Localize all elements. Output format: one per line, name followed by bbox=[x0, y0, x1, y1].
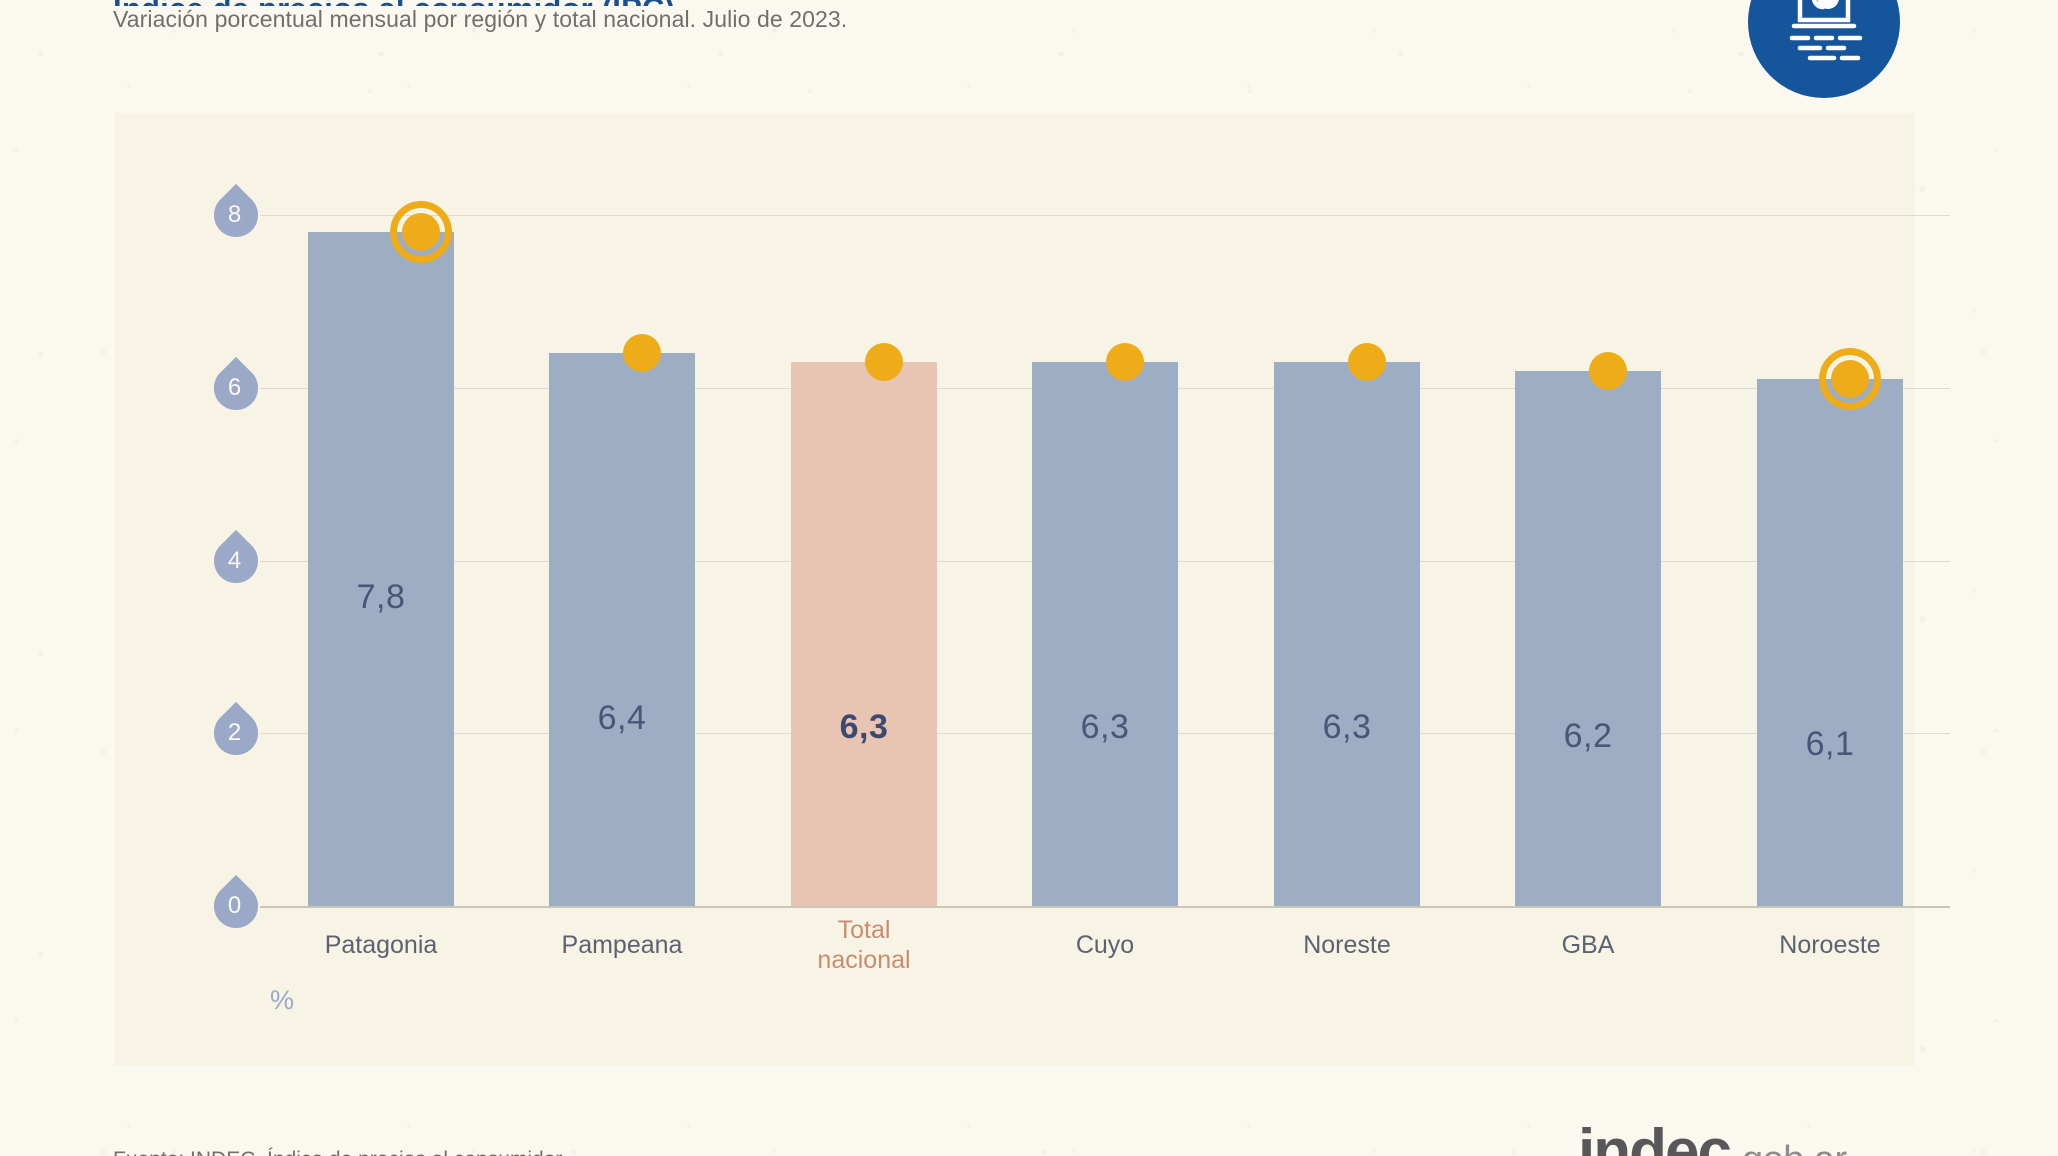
y-tick-badge-circle bbox=[214, 365, 258, 410]
source-note: Fuente: INDEC, Índice de precios al cons… bbox=[113, 1148, 567, 1156]
y-tick-0: 0 bbox=[204, 874, 268, 938]
marker-ring-patagonia bbox=[390, 201, 452, 264]
gridline-8 bbox=[260, 215, 1950, 216]
gobar-wordmark-text: gob.ar bbox=[1742, 1139, 1847, 1156]
marker-patagonia[interactable] bbox=[402, 213, 440, 252]
indec-wordmark: indec gob.ar bbox=[1578, 1116, 1847, 1156]
y-tick-2: 2 bbox=[204, 702, 268, 765]
bar-value-label: 6,4 bbox=[597, 699, 647, 738]
indec-wordmark-text: indec bbox=[1578, 1117, 1732, 1156]
x-label-line-2: nacional bbox=[817, 946, 911, 974]
marker-noroeste[interactable] bbox=[1831, 360, 1869, 399]
axis-baseline bbox=[260, 906, 1950, 908]
marker-ring-noroeste bbox=[1819, 348, 1881, 411]
bar-gba[interactable]: 6,2 bbox=[1515, 370, 1661, 906]
bar-total-nacional[interactable]: 6,3 bbox=[791, 361, 937, 906]
y-tick-badge-circle bbox=[214, 711, 258, 756]
y-tick-4: 4 bbox=[204, 529, 268, 592]
bar-value-label: 6,2 bbox=[1563, 716, 1613, 755]
x-label-cuyo: Cuyo bbox=[1075, 931, 1135, 959]
plot-area: 8 6 4 2 0 7,8 6,4 6,3 bbox=[204, 183, 1950, 974]
y-tick-label: 2 bbox=[227, 719, 242, 747]
bar-value-label: 6,3 bbox=[1080, 707, 1130, 746]
y-tick-badge-circle bbox=[214, 884, 258, 928]
marker-cuyo[interactable] bbox=[1106, 342, 1144, 381]
y-tick-label: 8 bbox=[227, 201, 242, 228]
y-tick-8: 8 bbox=[204, 183, 268, 247]
marker-gba[interactable] bbox=[1589, 351, 1627, 390]
y-tick-badge-circle bbox=[214, 538, 258, 583]
y-tick-6: 6 bbox=[204, 356, 268, 419]
bar-value-label: 7,8 bbox=[356, 578, 406, 617]
bar-pampeana[interactable]: 6,4 bbox=[549, 353, 695, 906]
bar-value-label: 6,3 bbox=[1322, 707, 1372, 746]
indec-logo-icon bbox=[1748, 0, 1900, 98]
x-label-noreste: Noreste bbox=[1303, 931, 1391, 959]
bar-cuyo[interactable]: 6,3 bbox=[1032, 361, 1178, 906]
bar-noreste[interactable]: 6,3 bbox=[1274, 361, 1420, 906]
chart-panel: 8 6 4 2 0 7,8 6,4 6,3 bbox=[115, 113, 1950, 1066]
x-label-noroeste: Noroeste bbox=[1779, 931, 1881, 959]
marker-noreste[interactable] bbox=[1348, 342, 1386, 381]
marker-pampeana[interactable] bbox=[623, 334, 661, 373]
bar-noroeste[interactable]: 6,1 bbox=[1757, 379, 1903, 906]
chart-title-clipped: Índice de precios al consumidor (IPC) bbox=[113, 0, 713, 6]
page-title: Índice de precios al consumidor (IPC) bbox=[113, 0, 713, 6]
bar-value-label: 6,3 bbox=[839, 707, 889, 746]
y-tick-label: 6 bbox=[227, 373, 242, 401]
y-tick-badge-circle bbox=[214, 193, 258, 237]
x-label-pampeana: Pampeana bbox=[561, 931, 683, 959]
axis-unit-label: % bbox=[270, 985, 295, 1015]
chart-subtitle: Variación porcentual mensual por región … bbox=[113, 6, 848, 32]
marker-total-nacional[interactable] bbox=[865, 342, 903, 381]
bar-patagonia[interactable]: 7,8 bbox=[308, 232, 454, 906]
y-tick-label: 4 bbox=[227, 546, 242, 574]
x-label-patagonia: Patagonia bbox=[324, 931, 438, 959]
bar-value-label: 6,1 bbox=[1805, 725, 1855, 764]
x-label-line-1: Total bbox=[837, 916, 891, 944]
x-label-total-nacional: Total nacional bbox=[743, 915, 985, 975]
y-tick-label: 0 bbox=[227, 892, 242, 919]
x-label-gba: GBA bbox=[1561, 931, 1615, 959]
